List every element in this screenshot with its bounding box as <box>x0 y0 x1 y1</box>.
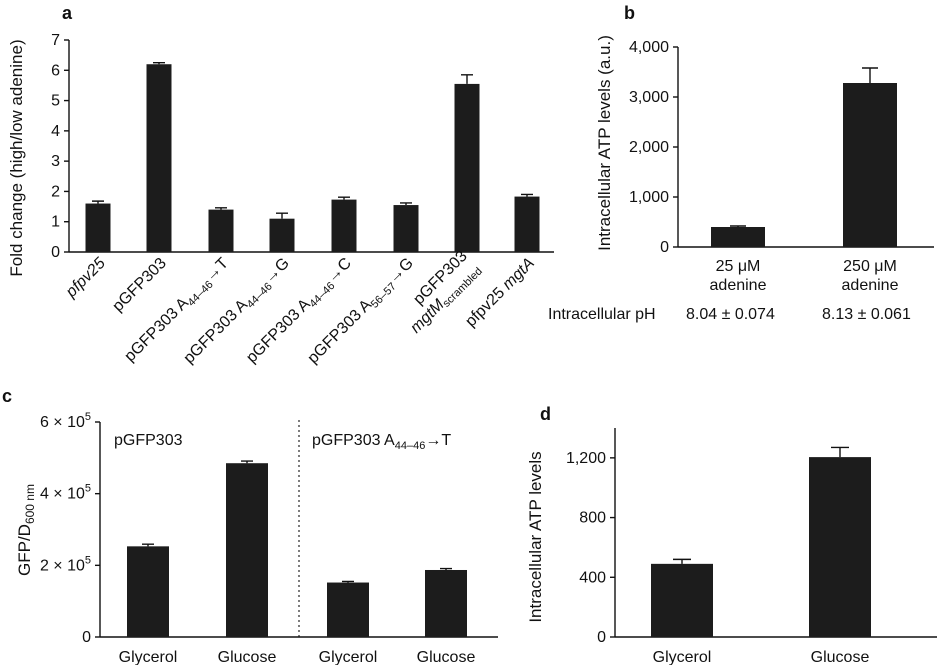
panel-b-category-line2: adenine <box>842 277 899 294</box>
panel-a: a Fold change (high/low adenine) 0 1 2 3 4 5 6… <box>7 3 554 369</box>
panel-d-y-tick-label: 800 <box>579 510 606 527</box>
panel-a-y-tick-label: 2 <box>51 183 60 200</box>
panel-d-bar <box>651 563 713 637</box>
panel-a-error-bar <box>215 207 227 210</box>
panel-d: d Intracellular ATP levels 04008001,200 … <box>526 404 937 665</box>
panel-c-error-bar <box>142 543 154 547</box>
panel-a-category-label: pfpv25 <box>62 255 109 302</box>
panel-c-y-tick-label: 4 × 105 <box>40 483 91 503</box>
panel-a-error-bar <box>400 202 412 206</box>
panel-a-y-tick-label: 1 <box>51 214 60 231</box>
panel-c-category-label: Glucose <box>218 649 277 665</box>
panel-d-error-bar <box>831 446 849 458</box>
panel-a-category-label: pGFP303 A56–57→G <box>305 255 419 369</box>
panel-c-bar <box>425 569 467 637</box>
panel-a-error-bar <box>461 74 473 84</box>
panel-a-error-bar <box>521 193 533 197</box>
panel-c-bar <box>226 463 268 637</box>
panel-a-y-tick-label: 3 <box>51 153 60 170</box>
panel-b-ph-label: Intracellular pH <box>548 306 656 323</box>
panel-b-category-line2: adenine <box>710 277 767 294</box>
panel-a-bar <box>208 209 234 252</box>
panel-a-category-label: pfpv25 mgtA <box>462 255 538 331</box>
panel-a-error-bar <box>153 62 165 65</box>
panel-b-error-bar <box>862 67 878 83</box>
panel-c-y-tick-label: 2 × 105 <box>40 554 91 574</box>
panel-a-bar <box>514 196 540 252</box>
panel-b-label: b <box>624 3 635 23</box>
panel-c-error-bar <box>342 580 354 583</box>
panel-a-category-label: pGFP303 A44–46→T <box>121 255 234 368</box>
panel-b-ph-value-1: 8.04 ± 0.074 <box>686 306 775 323</box>
panel-a-bar <box>146 64 172 252</box>
panel-a-bar <box>269 218 295 252</box>
panel-c-group-title-2: pGFP303 A44–46→T <box>312 432 451 452</box>
panel-c-bar <box>327 582 369 637</box>
panel-b-y-tick-label: 0 <box>660 239 669 256</box>
panel-a-label: a <box>62 3 73 23</box>
panel-b-y-tick-label: 2,000 <box>629 139 669 156</box>
panel-c-y-tick-label: 0 <box>82 629 91 646</box>
panel-c-category-label: Glycerol <box>319 649 378 665</box>
panel-a-bar <box>85 203 111 252</box>
panel-b-y-axis-label: Intracellular ATP levels (a.u.) <box>595 35 614 251</box>
panel-d-label: d <box>540 404 551 424</box>
panel-b-category-line1: 25 μM <box>716 258 761 275</box>
panel-a-y-tick-label: 6 <box>51 62 60 79</box>
panel-b-error-bar <box>730 225 746 227</box>
panel-b-y-tick-label: 3,000 <box>629 89 669 106</box>
panel-c-y-tick-label: 6 × 105 <box>40 411 91 431</box>
panel-a-y-tick-label: 0 <box>51 244 60 261</box>
panel-c-group-title-1: pGFP303 <box>114 432 183 449</box>
panel-c-category-label: Glycerol <box>119 649 178 665</box>
panel-a-error-bar <box>276 212 288 219</box>
panel-d-error-bar <box>673 558 691 564</box>
panel-d-category-label: Glucose <box>811 649 870 665</box>
panel-c-y-axis-label: GFP/D600 nm <box>15 484 37 576</box>
panel-c-error-bar <box>241 460 253 464</box>
panel-c-label: c <box>2 386 12 406</box>
panel-a-bar <box>331 199 357 252</box>
panel-d-category-label: Glycerol <box>653 649 712 665</box>
panel-b-bar <box>843 83 897 247</box>
panel-b-y-tick-label: 1,000 <box>629 189 669 206</box>
panel-a-y-tick-label: 4 <box>51 123 60 140</box>
panel-a-y-axis-label: Fold change (high/low adenine) <box>7 39 26 276</box>
panel-b-y-tick-label: 4,000 <box>629 39 669 56</box>
panel-b-bar <box>711 227 765 247</box>
panel-c: c GFP/D600 nm pGFP303 pGFP303 A44–46→T 0… <box>2 386 498 665</box>
panel-d-y-tick-label: 400 <box>579 569 606 586</box>
panel-a-y-tick-label: 7 <box>51 32 60 49</box>
panel-a-error-bar <box>338 196 350 200</box>
panel-c-bar <box>127 546 169 637</box>
panel-b-ph-value-2: 8.13 ± 0.061 <box>822 306 911 323</box>
panel-d-y-tick-label: 0 <box>597 629 606 646</box>
panel-a-category-label: pGFP303 <box>109 255 170 316</box>
panel-c-error-bar <box>440 567 452 570</box>
panel-b: b Intracellular ATP levels (a.u.) 0 1,000… <box>548 3 934 323</box>
panel-a-category-label: pGFP303 A44–46→C <box>243 255 357 369</box>
panel-d-y-axis-label: Intracellular ATP levels <box>526 451 545 622</box>
panel-a-error-bar <box>92 200 104 204</box>
panel-c-category-label: Glucose <box>417 649 476 665</box>
panel-a-category-label: pGFP303 A44–46→G <box>181 255 295 369</box>
panel-d-bar <box>809 457 871 637</box>
panel-a-bar <box>454 83 480 253</box>
panel-b-category-line1: 250 μM <box>843 258 897 275</box>
panel-a-bar <box>393 205 419 252</box>
panel-d-y-tick-label: 1,200 <box>566 450 606 467</box>
panel-a-y-tick-label: 5 <box>51 93 60 110</box>
